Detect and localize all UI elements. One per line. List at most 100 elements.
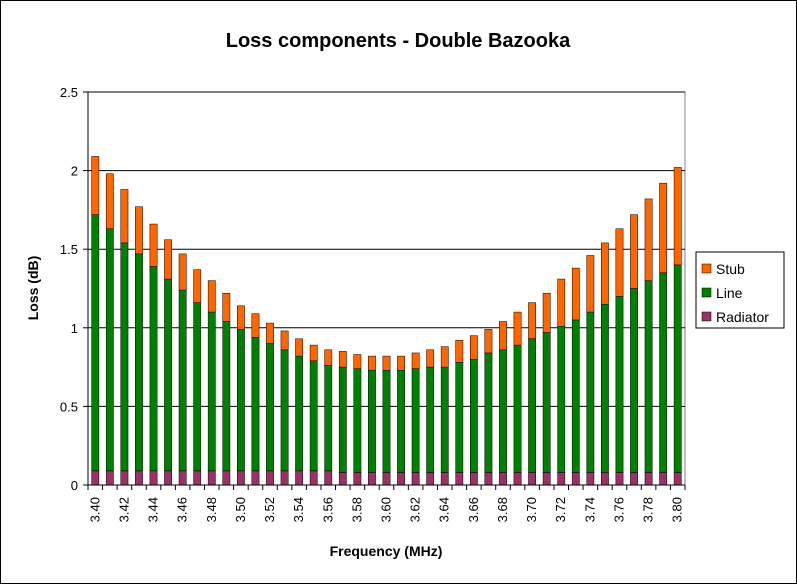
bar-radiator-3.46 <box>178 470 187 486</box>
bar-radiator-3.43 <box>135 470 143 486</box>
bar-radiator-3.50 <box>237 470 245 486</box>
y-tick-label: 1.5 <box>60 242 78 257</box>
bar-line-3.45 <box>164 278 172 472</box>
x-tick-label: 3.40 <box>87 497 102 522</box>
y-tick-label: 0.5 <box>60 399 78 414</box>
bar-radiator-3.57 <box>338 472 347 486</box>
x-tick-label: 3.54 <box>291 497 306 522</box>
bar-stub-3.76 <box>615 228 624 297</box>
x-tick-label: 3.62 <box>408 497 423 522</box>
bar-radiator-3.48 <box>207 470 216 486</box>
bar-radiator-3.52 <box>266 470 274 486</box>
legend-label-line: Line <box>716 285 743 301</box>
bar-line-3.70 <box>528 338 536 473</box>
bar-stub-3.57 <box>338 351 347 368</box>
bar-line-3.79 <box>659 272 668 473</box>
bar-line-3.43 <box>135 253 143 472</box>
legend-label-radiator: Radiator <box>716 309 769 325</box>
bars <box>91 156 682 486</box>
bar-radiator-3.63 <box>426 472 435 486</box>
x-tick-label: 3.48 <box>204 497 219 522</box>
bar-radiator-3.44 <box>149 470 158 486</box>
bar-stub-3.60 <box>382 355 391 371</box>
bar-line-3.50 <box>237 329 245 472</box>
bar-radiator-3.55 <box>309 470 318 486</box>
bar-line-3.51 <box>251 336 260 472</box>
x-tick-label: 3.72 <box>553 497 568 522</box>
gridlines <box>88 91 685 407</box>
x-axis: 3.40 3.42 3.44 3.46 3.48 3.50 3.52 3.54 3.56 3.58… <box>87 484 686 522</box>
bar-line-3.47 <box>193 302 202 472</box>
x-tick-label: 3.52 <box>262 497 277 522</box>
bar-radiator-3.71 <box>542 472 551 486</box>
bar-line-3.56 <box>324 365 333 472</box>
bar-line-3.68 <box>499 349 507 473</box>
legend-swatch-stub <box>701 263 712 274</box>
bar-radiator-3.60 <box>382 472 391 486</box>
x-axis-title: Frequency (MHz) <box>330 543 443 559</box>
bar-radiator-3.45 <box>164 470 172 486</box>
bar-stub-3.51 <box>251 313 260 338</box>
bar-line-3.59 <box>368 369 376 473</box>
y-tick-label: 1 <box>71 321 78 336</box>
bar-stub-3.62 <box>411 352 420 369</box>
bar-stub-3.73 <box>571 267 580 321</box>
bar-radiator-3.49 <box>222 470 231 486</box>
y-axis: 0 0.5 1 1.5 2 2.5 <box>60 85 89 493</box>
bar-stub-3.40 <box>91 156 100 215</box>
bar-stub-3.49 <box>222 292 231 322</box>
bar-line-3.75 <box>601 303 609 473</box>
bar-line-3.80 <box>673 264 682 473</box>
bar-radiator-3.69 <box>513 472 522 486</box>
bar-radiator-3.61 <box>397 472 405 486</box>
bar-line-3.53 <box>280 349 289 472</box>
bar-stub-3.48 <box>207 280 216 313</box>
bar-stub-3.53 <box>280 330 289 351</box>
bar-line-3.76 <box>615 296 624 473</box>
x-tick-label: 3.44 <box>146 497 161 522</box>
bar-stub-3.72 <box>557 278 566 327</box>
bar-radiator-3.77 <box>630 472 638 486</box>
bar-line-3.65 <box>455 362 464 473</box>
bar-line-3.40 <box>91 214 100 472</box>
bar-radiator-3.53 <box>280 470 289 486</box>
x-tick-label: 3.76 <box>611 497 626 522</box>
y-axis-title: Loss (dB) <box>25 256 41 321</box>
x-tick-label: 3.46 <box>175 497 190 522</box>
bar-stub-3.54 <box>295 338 304 357</box>
bar-line-3.48 <box>207 311 216 472</box>
x-tick-label: 3.42 <box>116 497 131 522</box>
bar-line-3.72 <box>557 325 566 473</box>
y-tick-label: 2.5 <box>60 85 78 100</box>
bar-line-3.74 <box>586 311 595 473</box>
bar-stub-3.69 <box>513 311 522 346</box>
bar-radiator-3.73 <box>571 472 580 486</box>
legend-swatch-radiator <box>701 311 712 322</box>
bar-stub-3.56 <box>324 349 333 366</box>
bar-radiator-3.75 <box>601 472 609 486</box>
bar-radiator-3.62 <box>411 472 420 486</box>
bar-stub-3.68 <box>499 321 507 351</box>
bar-stub-3.41 <box>105 173 114 230</box>
bar-radiator-3.68 <box>499 472 507 486</box>
x-tick-label: 3.56 <box>320 497 335 522</box>
bar-stub-3.64 <box>440 346 449 368</box>
bar-stub-3.65 <box>455 340 464 363</box>
x-tick-label: 3.64 <box>437 497 452 522</box>
bar-radiator-3.72 <box>557 472 566 486</box>
bar-radiator-3.59 <box>368 472 376 486</box>
bar-radiator-3.66 <box>469 472 478 486</box>
bar-stub-3.46 <box>178 253 187 291</box>
x-tick-label: 3.74 <box>582 497 597 522</box>
bar-stub-3.63 <box>426 349 435 368</box>
bar-stub-3.70 <box>528 302 536 340</box>
bar-line-3.64 <box>440 366 449 473</box>
bar-line-3.66 <box>469 358 478 473</box>
bar-radiator-3.78 <box>644 472 653 486</box>
x-tick-label: 3.60 <box>379 497 394 522</box>
bar-line-3.60 <box>382 369 391 473</box>
bar-radiator-3.40 <box>91 470 100 486</box>
bar-stub-3.66 <box>469 335 478 360</box>
bar-stub-3.47 <box>193 269 202 303</box>
